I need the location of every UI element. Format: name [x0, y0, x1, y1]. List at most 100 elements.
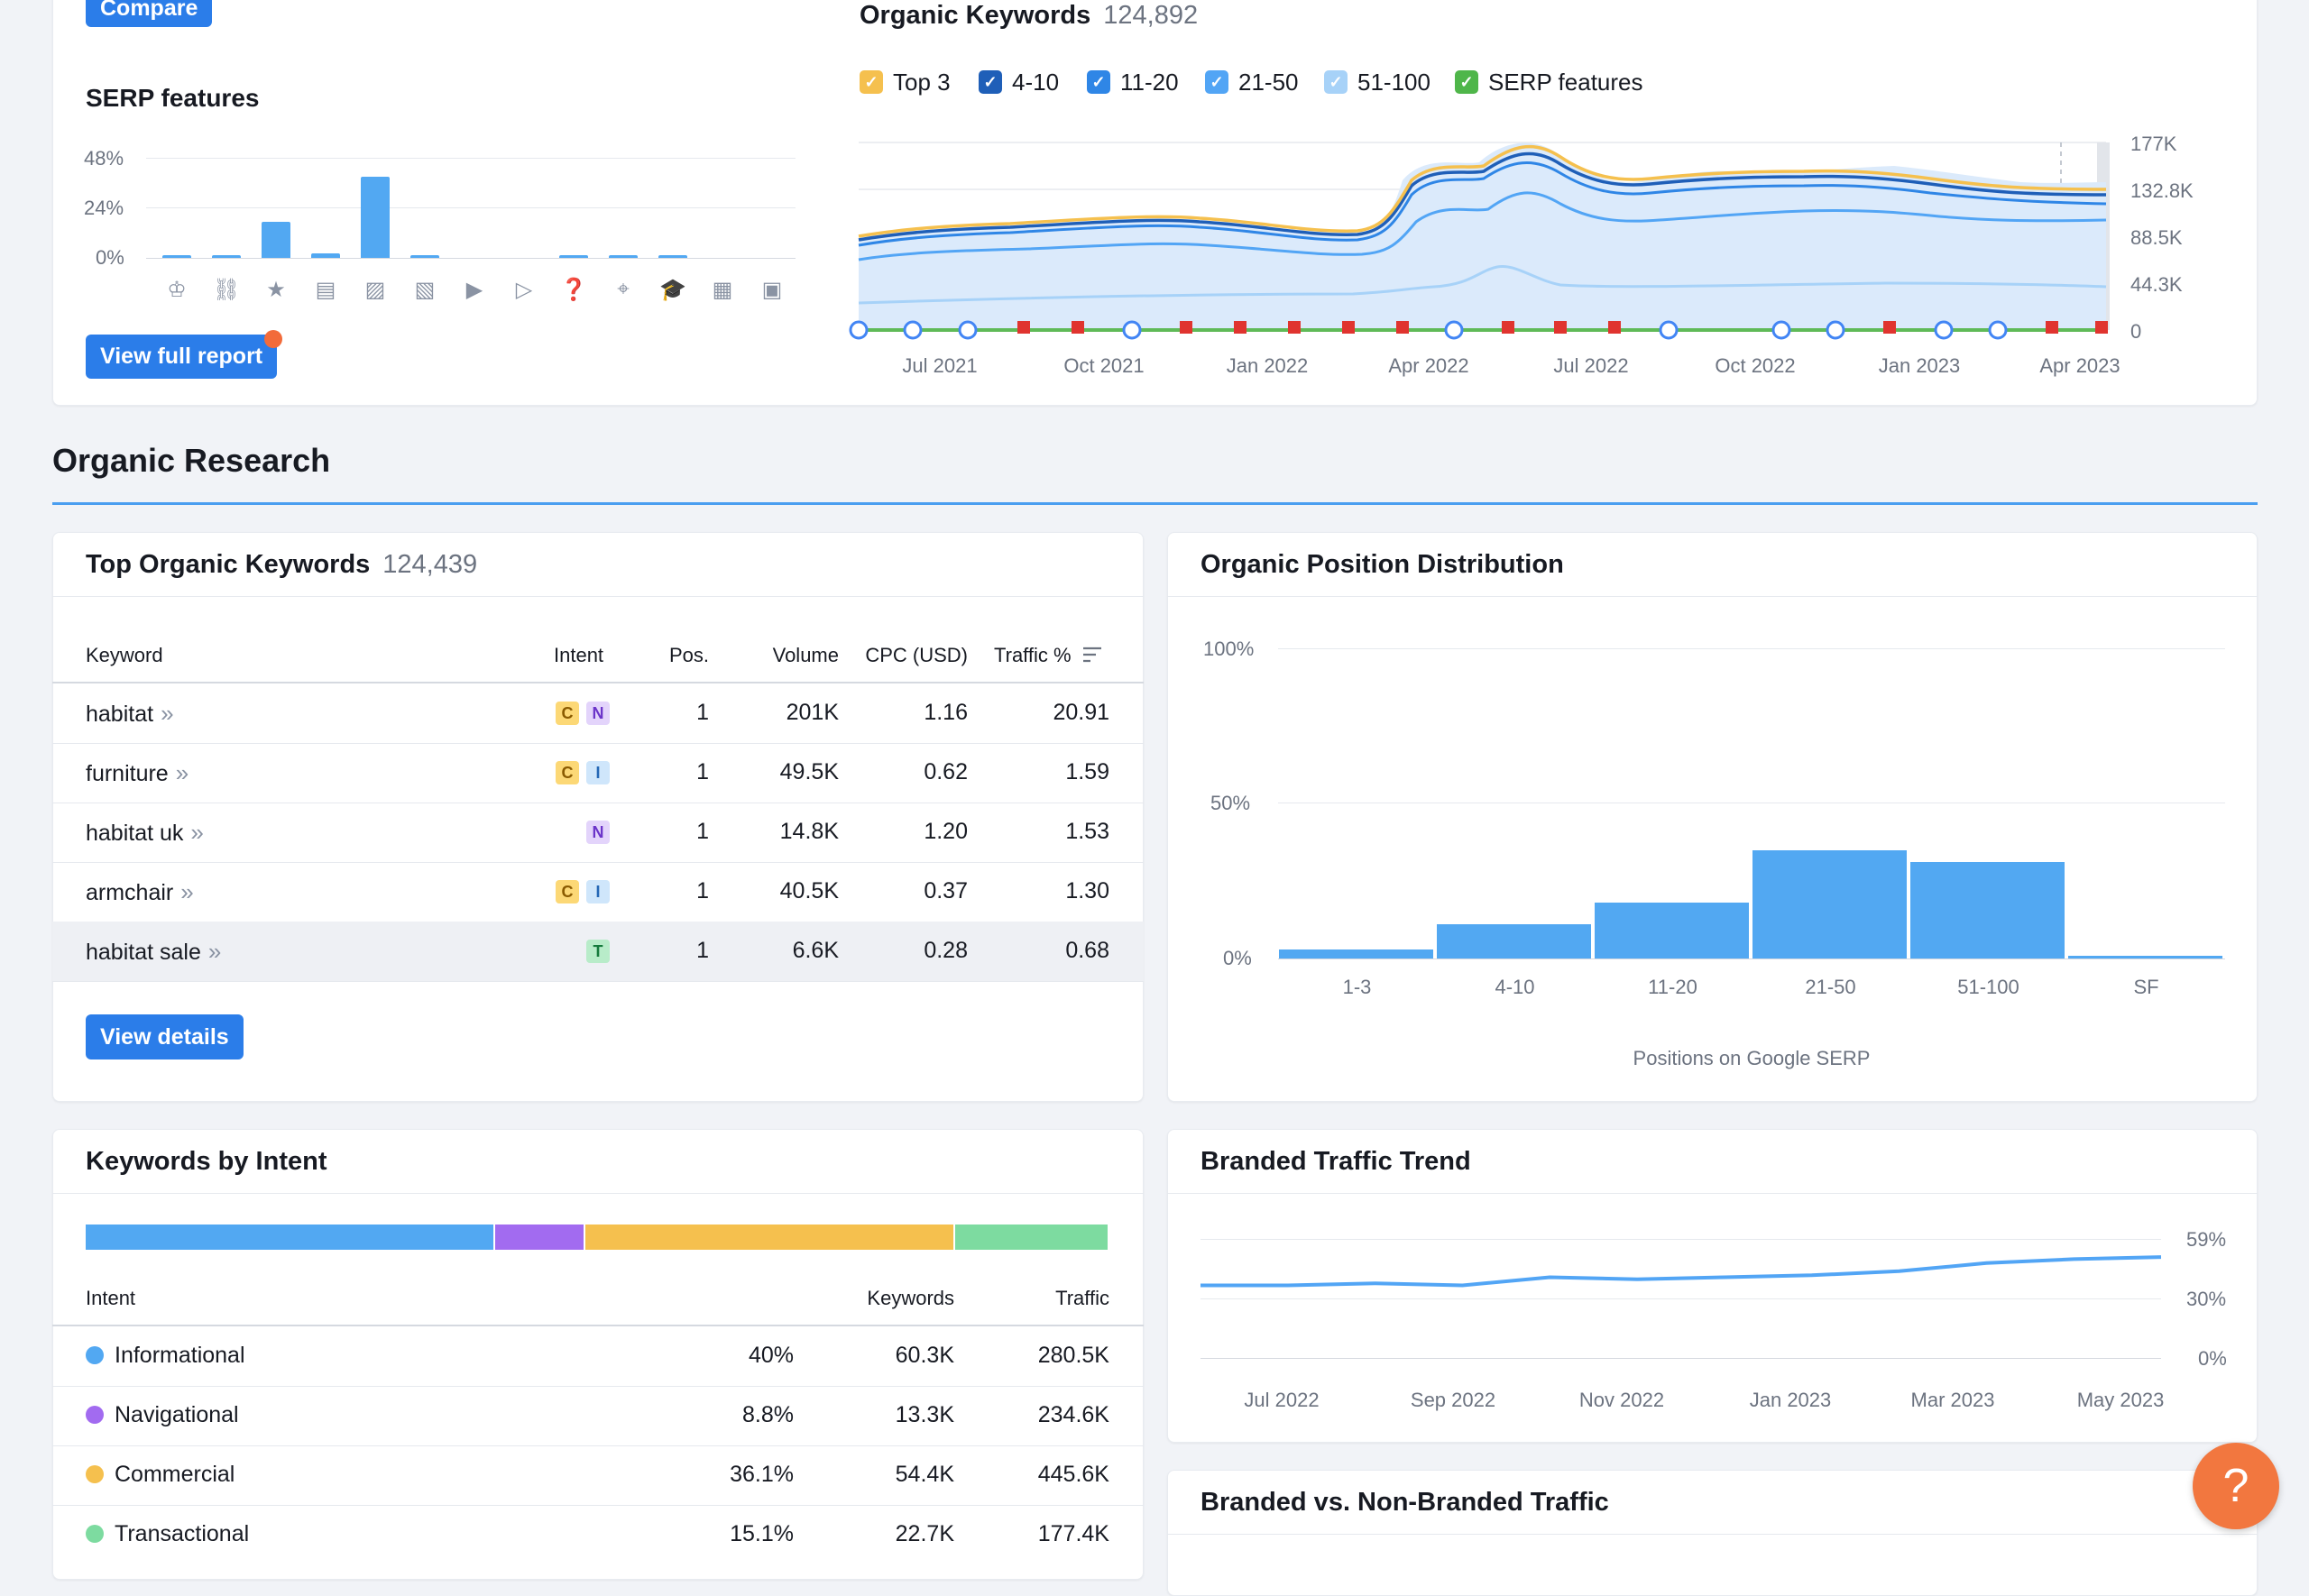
legend-checkbox[interactable]: ✓ — [1087, 70, 1110, 94]
intent-keywords-value: 54.4K — [895, 1462, 954, 1487]
intent-keywords-value: 22.7K — [895, 1521, 954, 1546]
ok-flag-marker — [1608, 321, 1621, 334]
intent-segment[interactable] — [86, 1225, 493, 1250]
intent-traffic-value: 177.4K — [1037, 1521, 1109, 1546]
intent-badge: C — [556, 880, 579, 903]
intent-share-link[interactable]: 40% — [748, 1343, 794, 1368]
ok-google-marker — [849, 320, 869, 340]
ok-xtick: Jan 2023 — [1878, 354, 1961, 377]
keyword-link[interactable]: habitat uk» — [86, 819, 204, 847]
col-header-pos: Pos. — [668, 644, 709, 666]
legend-checkbox[interactable]: ✓ — [1455, 70, 1478, 94]
carousel-icon[interactable]: ▤ — [315, 278, 336, 302]
intent-name: Informational — [115, 1343, 245, 1368]
expand-chevron-icon[interactable]: » — [161, 700, 174, 727]
intent-name: Transactional — [115, 1521, 250, 1546]
keyword-text[interactable]: habitat uk — [86, 821, 184, 846]
help-button[interactable]: ? — [2193, 1443, 2279, 1529]
view-full-report-button[interactable]: View full report — [86, 335, 278, 379]
keywords-by-intent-title: Keywords by Intent — [86, 1147, 327, 1176]
keyword-text[interactable]: armchair — [86, 880, 174, 905]
ok-ytick: 132.8K — [2130, 179, 2194, 202]
intent-segment[interactable] — [584, 1225, 953, 1250]
bt-baseline — [1200, 1358, 2161, 1359]
ok-line-top3 — [858, 144, 2107, 238]
intent-share-link[interactable]: 15.1% — [730, 1521, 794, 1546]
faq-icon[interactable]: ❓ — [560, 278, 587, 302]
expand-chevron-icon[interactable]: » — [175, 759, 189, 786]
intent-segment[interactable] — [954, 1225, 1108, 1250]
ok-flag-marker — [1883, 321, 1896, 334]
serp-gridline — [146, 207, 796, 208]
row-divider — [52, 1386, 1144, 1387]
intent-segment[interactable] — [495, 1225, 584, 1250]
help-icon: ? — [2222, 1460, 2249, 1512]
cpc-value: 1.16 — [924, 700, 968, 725]
link-icon[interactable]: ⛓ — [212, 278, 241, 302]
serp-bar — [658, 255, 687, 258]
position-distribution-card — [1167, 532, 2258, 1102]
pd-bar — [1437, 924, 1591, 959]
cpc-value: 1.20 — [924, 819, 968, 844]
serp-bar — [162, 255, 191, 258]
position-value: 1 — [696, 878, 709, 903]
local-pack-icon[interactable]: ⌖ — [617, 277, 630, 301]
pd-xtick: 4-10 — [1495, 976, 1535, 998]
ok-flag-marker — [1288, 321, 1301, 334]
intent-share-link[interactable]: 36.1% — [730, 1462, 794, 1487]
intent-traffic-value: 234.6K — [1037, 1402, 1109, 1427]
video-carousel-icon[interactable]: ▷ — [515, 278, 533, 302]
intent-share-link[interactable]: 8.8% — [742, 1402, 794, 1427]
row-divider — [52, 1505, 1144, 1506]
ok-line-4-10 — [858, 151, 2107, 242]
intent-color-dot — [86, 1406, 104, 1424]
legend-checkbox[interactable]: ✓ — [979, 70, 1002, 94]
row-divider — [52, 743, 1144, 744]
keyword-text[interactable]: furniture — [86, 761, 169, 786]
ok-flag-marker — [1396, 321, 1409, 334]
view-details-button[interactable]: View details — [86, 1014, 244, 1059]
academic-icon[interactable]: 🎓 — [659, 278, 686, 302]
keyword-text[interactable]: habitat — [86, 702, 154, 727]
keyword-text[interactable]: habitat sale — [86, 940, 201, 965]
card-divider — [1167, 1534, 2258, 1535]
expand-chevron-icon[interactable]: » — [180, 878, 194, 905]
pd-xtick: 11-20 — [1648, 976, 1697, 998]
crown-icon[interactable]: ♔ — [167, 278, 187, 302]
legend-checkbox[interactable]: ✓ — [1324, 70, 1348, 94]
bt-xtick: May 2023 — [2076, 1389, 2165, 1411]
col-header-traffic[interactable]: Traffic % — [994, 644, 1102, 668]
star-icon[interactable]: ★ — [266, 278, 286, 302]
sort-icon[interactable] — [1082, 645, 1102, 668]
keyword-link[interactable]: habitat » — [86, 700, 174, 728]
job-icon[interactable]: ▣ — [761, 278, 783, 302]
image-icon[interactable]: ▨ — [364, 278, 386, 302]
branded-vs-title: Branded vs. Non-Branded Traffic — [1200, 1488, 1609, 1517]
traffic-value: 1.30 — [1065, 878, 1109, 903]
ok-xtick: Oct 2022 — [1715, 354, 1796, 377]
serp-bar — [311, 253, 340, 258]
compare-button[interactable]: Compare — [86, 0, 213, 27]
top-keywords-count: 124,439 — [382, 550, 478, 579]
intent-badge: N — [586, 821, 610, 844]
keyword-link[interactable]: habitat sale» — [86, 938, 221, 966]
video-icon[interactable]: ▶ — [465, 278, 483, 302]
expand-chevron-icon[interactable]: » — [207, 938, 222, 965]
pd-bar — [1279, 949, 1433, 959]
serp-gridline — [146, 158, 796, 159]
article-icon[interactable]: ▦ — [712, 278, 733, 302]
ok-event-markers — [849, 320, 2108, 340]
expand-chevron-icon[interactable]: » — [190, 819, 204, 846]
image-pack-icon[interactable]: ▧ — [414, 278, 436, 302]
bt-xtick: Sep 2022 — [1410, 1389, 1496, 1411]
pd-bar — [1910, 862, 2065, 959]
keyword-link[interactable]: armchair» — [86, 878, 194, 906]
ok-flag-marker — [1554, 321, 1567, 334]
notification-dot — [264, 330, 282, 348]
legend-checkbox[interactable]: ✓ — [860, 70, 883, 94]
intent-color-dot — [86, 1525, 104, 1543]
legend-checkbox[interactable]: ✓ — [1205, 70, 1228, 94]
keyword-link[interactable]: furniture» — [86, 759, 189, 787]
bt-series-line — [1200, 1255, 2161, 1288]
serp-baseline — [146, 258, 796, 259]
